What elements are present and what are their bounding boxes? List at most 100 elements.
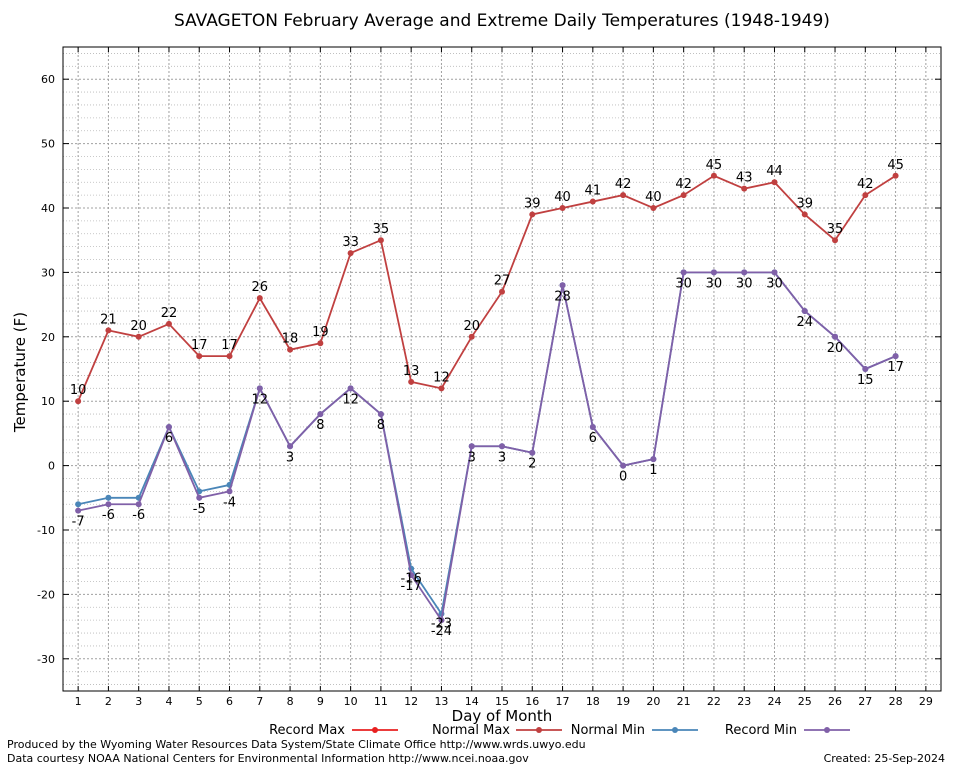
x-tick-label: 11 <box>374 695 388 708</box>
y-tick-label: 30 <box>41 266 55 279</box>
data-label: 13 <box>403 364 420 379</box>
data-label: 42 <box>675 177 692 192</box>
data-label: 2 <box>528 457 536 472</box>
data-point <box>589 198 596 205</box>
data-point <box>862 192 869 199</box>
data-point <box>438 385 445 392</box>
data-point <box>165 423 172 430</box>
data-label: 8 <box>316 418 324 433</box>
data-label: -17 <box>401 579 422 594</box>
data-label: 17 <box>191 338 208 353</box>
data-point <box>589 423 596 430</box>
data-label: 8 <box>377 418 385 433</box>
x-tick-label: 16 <box>525 695 539 708</box>
data-label: 3 <box>286 450 294 465</box>
x-tick-label: 5 <box>196 695 203 708</box>
data-label: 40 <box>645 190 662 205</box>
x-tick-label: 25 <box>798 695 812 708</box>
data-label: 20 <box>130 319 147 334</box>
y-tick-label: 60 <box>41 73 55 86</box>
x-tick-label: 18 <box>586 695 600 708</box>
data-label: 17 <box>221 338 238 353</box>
data-point <box>680 269 687 276</box>
data-label: -6 <box>102 508 115 523</box>
data-point <box>408 572 415 579</box>
data-point <box>892 172 899 179</box>
data-point <box>196 494 203 501</box>
x-tick-label: 17 <box>556 695 570 708</box>
legend-marker <box>536 727 542 733</box>
chart-legend: Record Max Normal Max Normal Min Record Min <box>269 723 850 738</box>
x-tick-label: 7 <box>256 695 263 708</box>
x-tick-label: 28 <box>889 695 903 708</box>
data-label: 20 <box>827 341 844 356</box>
y-tick-label: 10 <box>41 395 55 408</box>
data-point <box>710 172 717 179</box>
y-tick-label: -30 <box>37 653 55 666</box>
x-tick-label: 14 <box>465 695 479 708</box>
data-label: 30 <box>766 276 783 291</box>
data-point <box>438 617 445 624</box>
data-label: 24 <box>796 315 813 330</box>
data-label: 26 <box>252 280 269 295</box>
legend-marker <box>824 727 830 733</box>
data-point <box>317 340 324 347</box>
data-label: 19 <box>312 325 329 340</box>
chart-title: SAVAGETON February Average and Extreme D… <box>174 11 830 31</box>
y-tick-label: 0 <box>48 460 55 473</box>
legend-marker <box>672 727 678 733</box>
data-label: 40 <box>554 190 571 205</box>
data-label: 18 <box>282 332 299 347</box>
data-label: 43 <box>736 171 753 186</box>
data-label: 1 <box>649 463 657 478</box>
x-tick-label: 24 <box>767 695 781 708</box>
data-label: 45 <box>706 158 723 173</box>
data-point <box>377 411 384 418</box>
data-label: 27 <box>494 274 511 289</box>
data-label: 0 <box>619 470 627 485</box>
data-label: -23 <box>431 617 452 632</box>
data-point <box>710 269 717 276</box>
data-point <box>135 501 142 508</box>
data-label: 44 <box>766 164 783 179</box>
x-tick-label: 10 <box>344 695 358 708</box>
data-point <box>771 269 778 276</box>
y-tick-label: 40 <box>41 202 55 215</box>
data-label: 30 <box>706 276 723 291</box>
data-point <box>135 333 142 340</box>
data-label: 21 <box>100 312 117 327</box>
x-tick-label: 12 <box>404 695 418 708</box>
data-label: 39 <box>796 196 813 211</box>
y-tick-label: -10 <box>37 524 55 537</box>
data-point <box>196 353 203 360</box>
data-point <box>559 205 566 211</box>
data-label: 12 <box>252 392 269 407</box>
data-label: -4 <box>223 495 236 510</box>
y-axis-label: Temperature (F) <box>11 312 29 433</box>
data-point <box>741 269 748 276</box>
data-point <box>771 179 778 186</box>
x-tick-label: 2 <box>105 695 112 708</box>
x-tick-label: 29 <box>919 695 933 708</box>
data-point <box>741 185 748 192</box>
chart-grid <box>63 47 941 691</box>
footer-data-courtesy: Data courtesy NOAA National Centers for … <box>7 752 529 765</box>
data-label: 6 <box>589 431 597 446</box>
y-tick-label: -20 <box>37 588 55 601</box>
series-line <box>77 174 897 402</box>
data-label: 30 <box>736 276 753 291</box>
data-label: 6 <box>165 431 173 446</box>
x-tick-label: 23 <box>737 695 751 708</box>
x-tick-label: 20 <box>646 695 660 708</box>
data-point <box>892 353 899 360</box>
data-point <box>832 333 839 340</box>
data-point <box>347 250 354 257</box>
x-tick-label: 15 <box>495 695 509 708</box>
data-label: 35 <box>827 222 844 237</box>
data-point <box>620 462 627 469</box>
data-label: 20 <box>463 319 480 334</box>
data-label: 15 <box>857 373 874 388</box>
data-point <box>165 320 172 327</box>
